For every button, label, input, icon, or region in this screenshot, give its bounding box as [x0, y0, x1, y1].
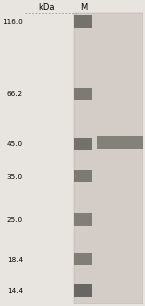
- Text: M: M: [80, 3, 87, 12]
- Bar: [75, 15, 92, 28]
- Text: kDa: kDa: [38, 3, 54, 12]
- Bar: [75, 170, 92, 182]
- Bar: [97, 136, 143, 149]
- Bar: [75, 285, 92, 297]
- Bar: [75, 137, 92, 150]
- Bar: [75, 213, 92, 226]
- Bar: [75, 13, 143, 304]
- Bar: [75, 253, 92, 265]
- Bar: [75, 88, 92, 100]
